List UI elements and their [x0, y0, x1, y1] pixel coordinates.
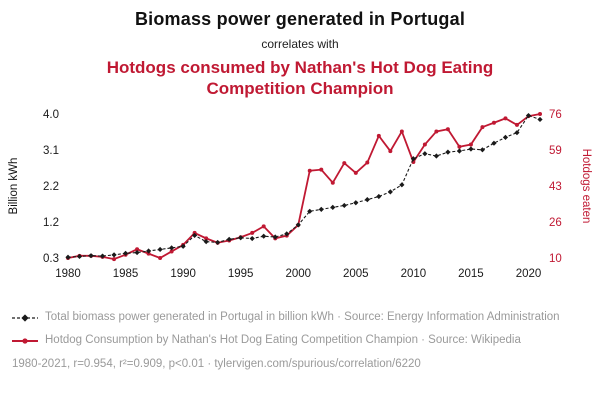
svg-text:2005: 2005 — [343, 268, 369, 280]
svg-text:76: 76 — [549, 109, 562, 121]
correlates-with-label: correlates with — [261, 37, 339, 51]
svg-text:2010: 2010 — [401, 268, 427, 280]
svg-text:1995: 1995 — [228, 268, 254, 280]
chart-header: Biomass power generated in Portugal corr… — [0, 0, 600, 100]
svg-text:2000: 2000 — [285, 268, 311, 280]
svg-text:10: 10 — [549, 253, 562, 265]
svg-text:3.1: 3.1 — [43, 145, 59, 157]
page-title: Biomass power generated in Portugal — [134, 9, 466, 29]
legend-text-biomass: Total biomass power generated in Portuga… — [45, 310, 560, 323]
svg-text:1985: 1985 — [113, 268, 139, 280]
svg-text:0.3: 0.3 — [43, 253, 59, 265]
legend-text-hotdog: Hotdog Consumption by Nathan's Hot Dog E… — [45, 333, 521, 346]
svg-text:4.0: 4.0 — [43, 109, 59, 121]
svg-text:26: 26 — [549, 217, 562, 229]
svg-text:59: 59 — [549, 145, 562, 157]
legend-row-biomass: Total biomass power generated in Portuga… — [12, 310, 588, 326]
chart-subtitle: Hotdogs consumed by Nathan's Hot Dog Eat… — [106, 58, 494, 99]
svg-text:2020: 2020 — [516, 268, 542, 280]
svg-text:1990: 1990 — [170, 268, 196, 280]
stats-line: 1980-2021, r=0.954, r²=0.909, p<0.01 · t… — [12, 357, 421, 370]
svg-text:2015: 2015 — [458, 268, 484, 280]
svg-text:43: 43 — [549, 181, 562, 193]
legend-row-hotdog: Hotdog Consumption by Nathan's Hot Dog E… — [12, 333, 588, 349]
chart-plot: 0.3 1.2 2.2 3.1 4.0 10 26 43 59 76 1980 1985 1990 199… — [43, 109, 562, 280]
chart-legend: Total biomass power generated in Portuga… — [0, 302, 600, 370]
hotdog-series-marker-icon — [12, 333, 38, 349]
svg-text:1980: 1980 — [55, 268, 81, 280]
chart-area: Billion kWh Hotdogs eaten 0.3 1.2 2.2 3.1 4.… — [0, 102, 600, 302]
biomass-series-marker-icon — [12, 310, 38, 326]
svg-text:2.2: 2.2 — [43, 181, 59, 193]
svg-text:1.2: 1.2 — [43, 217, 59, 229]
